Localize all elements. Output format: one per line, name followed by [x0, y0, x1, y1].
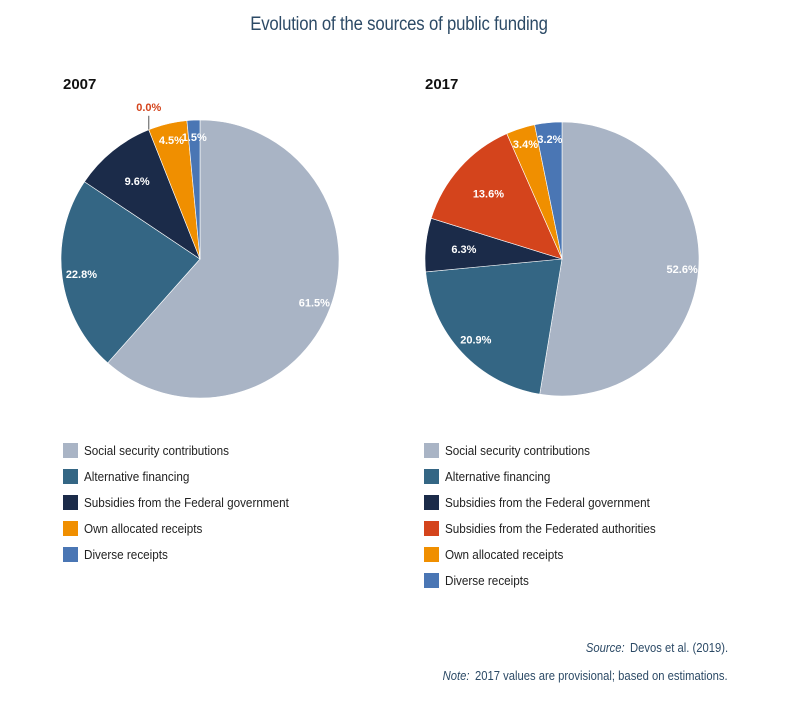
- legend-item-own-allocated-receipts: Own allocated receipts: [424, 541, 679, 567]
- legend-item-subsidies-from-the-federated-authorities: Subsidies from the Federated authorities: [424, 515, 679, 541]
- legend-2017: Social security contributions Alternative…: [424, 437, 679, 593]
- legend-swatch: [424, 468, 439, 484]
- pie-title-2007: 2007: [63, 76, 97, 93]
- legend-label: Diverse receipts: [84, 546, 168, 562]
- data-label-2007-subsidies-from-the-federal-government: 9.6%: [125, 176, 150, 188]
- legend-label: Alternative financing: [84, 468, 190, 484]
- legend-label: Social security contributions: [445, 442, 591, 458]
- legend-item-diverse-receipts: Diverse receipts: [63, 541, 312, 567]
- legend-swatch: [424, 442, 439, 458]
- pie-slice-2017-subsidies-from-the-federated-authorities: [430, 133, 563, 260]
- footnote: Note: 2017 values are provisional; based …: [443, 669, 728, 683]
- legend-swatch: [63, 442, 78, 458]
- data-label-2017-subsidies-from-the-federated-authorities: 13.6%: [473, 188, 504, 200]
- legend-label: Subsidies from the Federal government: [84, 494, 289, 510]
- source-note: Source: Devos et al. (2019).: [586, 641, 728, 655]
- legend-item-own-allocated-receipts: Own allocated receipts: [63, 515, 312, 541]
- pie-charts: 61.5% 22.8% 9.6% 0.0% 4.5%1.5% 52.6% 20.9% 6.3%…: [60, 102, 700, 399]
- legend-label: Social security contributions: [84, 442, 230, 458]
- pie-slice-2017-social-security-contributions: [539, 121, 700, 397]
- pie-slice-2007-diverse-receipts: [186, 119, 201, 260]
- legend-item-alternative-financing: Alternative financing: [424, 463, 679, 489]
- legend-swatch: [424, 494, 439, 510]
- data-label-2017-alternative-financing: 20.9%: [460, 334, 491, 346]
- data-label-2017-subsidies-from-the-federal-government: 6.3%: [451, 244, 476, 256]
- legend-label: Alternative financing: [445, 468, 551, 484]
- pie-slice-2007-social-security-contributions: [107, 119, 340, 399]
- legend-item-subsidies-from-the-federal-government: Subsidies from the Federal government: [63, 489, 312, 515]
- pie-slice-2007-subsidies-from-the-federal-government: [84, 129, 201, 260]
- legend-swatch: [424, 520, 439, 536]
- data-label-2007-alternative-financing: 22.8%: [66, 269, 97, 281]
- source-text: Devos et al. (2019).: [629, 641, 728, 655]
- legend-swatch: [424, 572, 439, 588]
- data-label-2017-social-security-contributions: 52.6%: [667, 264, 698, 276]
- legend-label: Own allocated receipts: [445, 546, 564, 562]
- legend-item-diverse-receipts: Diverse receipts: [424, 567, 679, 593]
- legend-item-social-security-contributions: Social security contributions: [424, 437, 679, 463]
- legend-swatch: [63, 520, 78, 536]
- pie-title-2017: 2017: [425, 76, 459, 93]
- legend-swatch: [63, 468, 78, 484]
- note-label: Note:: [443, 669, 470, 683]
- legend-item-alternative-financing: Alternative financing: [63, 463, 312, 489]
- legend-label: Own allocated receipts: [84, 520, 203, 536]
- pie-slice-2017-diverse-receipts: [534, 121, 563, 260]
- data-label-2007-diverse-receipts: 1.5%: [182, 132, 207, 144]
- legend-2007: Social security contributions Alternative…: [63, 437, 312, 567]
- pie-slice-2017-alternative-financing: [425, 258, 563, 395]
- legend-swatch: [63, 494, 78, 510]
- legend-item-subsidies-from-the-federal-government: Subsidies from the Federal government: [424, 489, 679, 515]
- legend-label: Subsidies from the Federated authorities: [445, 520, 656, 536]
- source-label: Source:: [585, 641, 625, 655]
- pie-slice-2007-alternative-financing: [60, 181, 201, 364]
- data-label-2007-own-allocated-receipts: 4.5%: [159, 135, 184, 147]
- chart-title: Evolution of the sources of public fundi…: [250, 14, 548, 35]
- legend-item-social-security-contributions: Social security contributions: [63, 437, 312, 463]
- data-label-2007-subsidies-from-the-federated-authorities: 0.0%: [136, 102, 161, 114]
- legend-swatch: [424, 546, 439, 562]
- legend-label: Subsidies from the Federal government: [445, 494, 650, 510]
- data-label-2007-social-security-contributions: 61.5%: [299, 297, 330, 309]
- legend-swatch: [63, 546, 78, 562]
- data-label-2017-diverse-receipts: 3.2%: [537, 134, 562, 146]
- data-label-2017-own-allocated-receipts: 3.4%: [513, 139, 538, 151]
- note-text: 2017 values are provisional; based on es…: [475, 669, 728, 683]
- legend-label: Diverse receipts: [445, 572, 529, 588]
